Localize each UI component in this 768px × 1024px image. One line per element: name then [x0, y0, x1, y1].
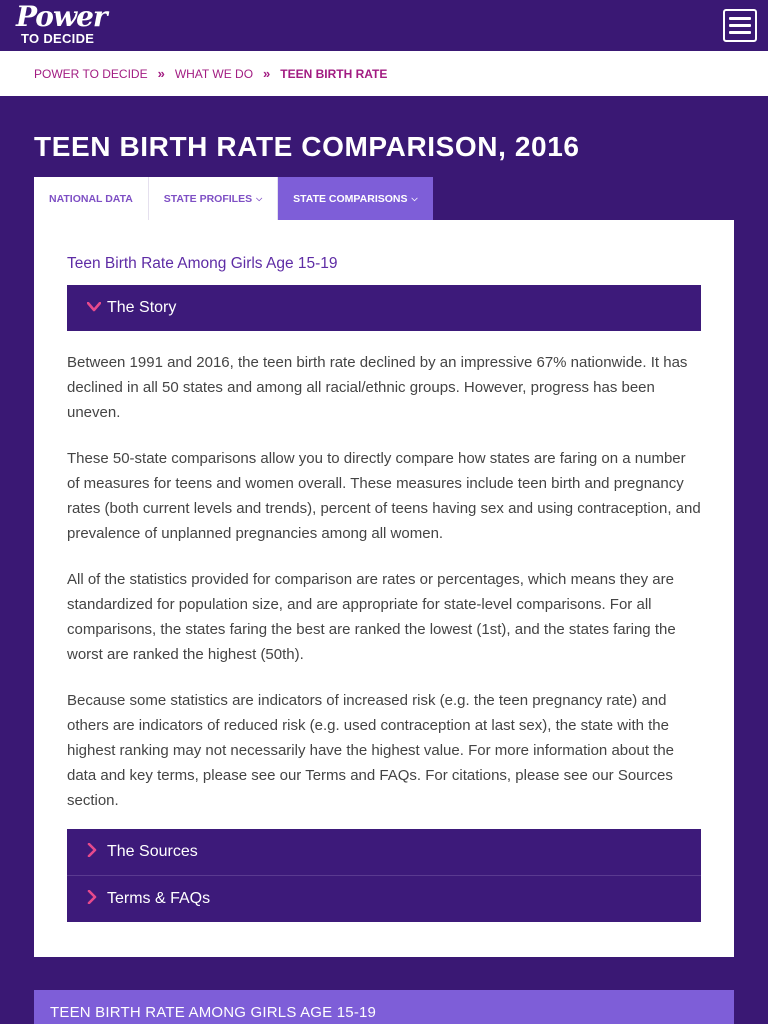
accordion-label: Terms & FAQs	[107, 890, 211, 907]
story-paragraph: Because some statistics are indicators o…	[67, 692, 675, 809]
accordion-divider	[67, 875, 701, 876]
story-paragraph: Between 1991 and 2016, the teen birth ra…	[67, 354, 688, 421]
chevron-right-icon	[87, 842, 103, 862]
top-nav-bar: Power TO DECIDE	[0, 0, 768, 51]
panel-subtitle: Teen Birth Rate Among Girls Age 15-19	[67, 255, 338, 272]
breadcrumb-link-what-we-do[interactable]: WHAT WE DO	[174, 67, 254, 81]
logo-to-decide-text: TO DECIDE	[21, 31, 95, 46]
breadcrumb-bar: POWER TO DECIDE » WHAT WE DO » TEEN BIRT…	[0, 51, 768, 96]
tab-state-comparisons[interactable]: STATE COMPARISONS ⌵	[278, 177, 433, 220]
tab-national-data[interactable]: NATIONAL DATA	[34, 177, 149, 220]
hamburger-icon-line	[729, 31, 751, 34]
content-panel: Teen Birth Rate Among Girls Age 15-19 Th…	[34, 220, 734, 957]
story-paragraph: These 50-state comparisons allow you to …	[67, 450, 701, 542]
accordion-label: The Story	[107, 299, 177, 316]
breadcrumb-link-home[interactable]: POWER TO DECIDE	[34, 67, 148, 81]
tab-label: NATIONAL DATA	[49, 192, 133, 205]
chevron-down-icon: ⌵	[411, 193, 418, 203]
hamburger-icon-line	[729, 24, 751, 27]
hamburger-menu-button[interactable]	[723, 9, 757, 42]
accordion-terms-faqs[interactable]: Terms & FAQs	[67, 876, 701, 922]
breadcrumb-current: TEEN BIRTH RATE	[280, 67, 388, 81]
accordion-label: The Sources	[107, 843, 198, 860]
logo-power-text: Power	[16, 0, 108, 33]
chevron-down-icon	[86, 299, 103, 317]
tab-label: STATE COMPARISONS	[293, 192, 408, 205]
breadcrumb-separator: »	[263, 66, 271, 81]
page-title: TEEN BIRTH RATE COMPARISON, 2016	[34, 131, 580, 162]
story-body: Between 1991 and 2016, the teen birth ra…	[67, 350, 701, 834]
tab-state-profiles[interactable]: STATE PROFILES ⌵	[148, 177, 279, 220]
section-tabs: NATIONAL DATA STATE PROFILES ⌵ STATE COM…	[34, 177, 433, 220]
power-to-decide-logo[interactable]: Power TO DECIDE	[16, 2, 108, 48]
data-section-title: TEEN BIRTH RATE AMONG GIRLS AGE 15-19	[50, 1004, 377, 1021]
tab-label: STATE PROFILES	[163, 192, 253, 205]
breadcrumb-separator: »	[157, 66, 165, 81]
chevron-right-icon	[87, 889, 103, 909]
breadcrumb: POWER TO DECIDE » WHAT WE DO » TEEN BIRT…	[34, 66, 388, 82]
hamburger-icon	[729, 17, 751, 20]
data-section-header: TEEN BIRTH RATE AMONG GIRLS AGE 15-19	[34, 990, 734, 1024]
accordion-the-sources[interactable]: The Sources	[67, 829, 701, 875]
accordion-the-story[interactable]: The Story	[67, 285, 701, 331]
story-paragraph: All of the statistics provided for compa…	[67, 571, 676, 663]
chevron-down-icon: ⌵	[256, 193, 263, 203]
